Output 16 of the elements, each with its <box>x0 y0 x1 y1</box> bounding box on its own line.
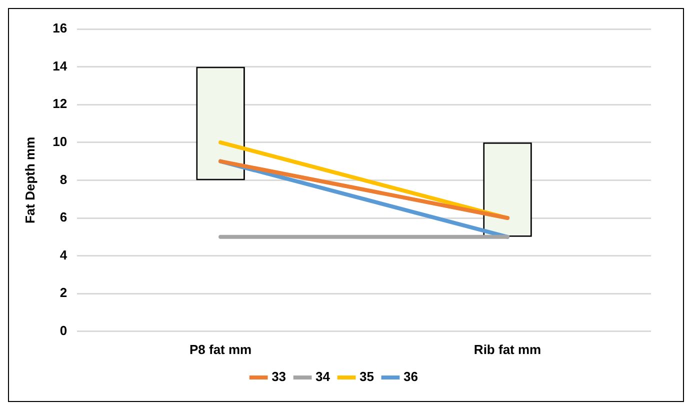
y-tick-label: 6 <box>60 210 68 225</box>
legend-label: 34 <box>316 369 331 384</box>
legend-label: 36 <box>403 369 418 384</box>
y-axis-title: Fat Depth mm <box>22 136 38 224</box>
y-tick-label: 12 <box>52 96 68 112</box>
x-tick-label: Rib fat mm <box>474 342 542 357</box>
legend-label: 35 <box>360 369 374 384</box>
y-tick-label: 10 <box>52 134 68 149</box>
x-tick-label: P8 fat mm <box>189 342 252 357</box>
legend-label: 33 <box>272 369 286 384</box>
y-tick-label: 16 <box>52 20 68 36</box>
y-tick-label: 14 <box>52 58 68 74</box>
y-tick-label: 2 <box>60 285 68 300</box>
y-tick-label: 4 <box>60 247 68 262</box>
y-tick-label: 8 <box>60 172 68 187</box>
y-tick-label: 0 <box>60 322 68 338</box>
